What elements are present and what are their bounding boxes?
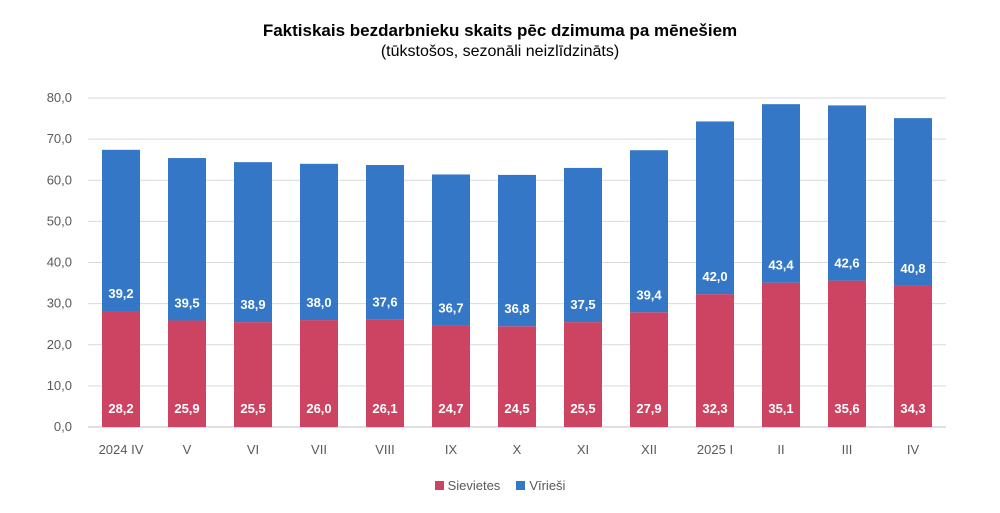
x-tick-label: V (183, 442, 192, 457)
data-label: 26,1 (372, 401, 397, 416)
data-label: 25,5 (570, 401, 595, 416)
x-tick-label: X (513, 442, 522, 457)
legend-swatch-sievietes (434, 481, 444, 490)
data-label: 42,6 (834, 256, 859, 271)
bar-viriesi (696, 121, 734, 295)
data-label: 43,4 (768, 258, 794, 273)
data-label: 36,8 (504, 301, 529, 316)
bar-sievietes (168, 320, 206, 427)
legend-swatch-virviesi (516, 481, 526, 490)
data-label: 37,6 (372, 295, 397, 310)
bar-sievietes (630, 312, 668, 427)
bar-sievietes (894, 285, 932, 427)
x-tick-label: VI (247, 442, 259, 457)
bar-sievietes (366, 319, 404, 427)
bar-viriesi (300, 163, 338, 321)
y-tick-label: 60,0 (47, 172, 72, 187)
bar-sievietes (300, 320, 338, 427)
data-label: 42,0 (702, 269, 727, 284)
legend-label-sievietes: Sievietes (447, 478, 501, 493)
bar-viriesi (564, 167, 602, 323)
bar-viriesi (102, 149, 140, 312)
x-tick-label: VIII (375, 442, 395, 457)
data-label: 28,2 (108, 401, 133, 416)
y-tick-label: 10,0 (47, 378, 72, 393)
data-label: 27,9 (636, 401, 661, 416)
data-label: 39,4 (636, 287, 662, 302)
bar-sievietes (828, 280, 866, 427)
x-tick-label: 2025 I (697, 442, 733, 457)
bar-viriesi (168, 158, 206, 321)
y-tick-label: 40,0 (47, 255, 72, 270)
x-tick-label: XII (641, 442, 657, 457)
bar-sievietes (762, 282, 800, 427)
legend-label-virviesi: Vīrieši (529, 478, 566, 493)
y-tick-label: 50,0 (47, 213, 72, 228)
data-label: 35,6 (834, 401, 859, 416)
data-label: 38,9 (240, 297, 265, 312)
bar-sievietes (234, 322, 272, 427)
bar-sievietes (498, 326, 536, 427)
data-label: 39,2 (108, 286, 133, 301)
bar-viriesi (498, 174, 536, 327)
chart-title: Faktiskais bezdarbnieku skaits pēc dzimu… (262, 21, 738, 40)
y-tick-label: 0,0 (54, 419, 72, 434)
bar-sievietes (696, 294, 734, 427)
data-label: 34,3 (900, 401, 925, 416)
chart-legend: Sievietes Vīrieši (0, 478, 1000, 493)
bar-viriesi (432, 174, 470, 326)
x-tick-label: 2024 IV (99, 442, 144, 457)
x-tick-label: VII (311, 442, 327, 457)
data-label: 38,0 (306, 295, 331, 310)
data-label: 35,1 (768, 401, 793, 416)
data-label: 24,7 (438, 401, 463, 416)
legend-item-virviesi: Vīrieši (516, 478, 565, 493)
chart-subtitle: (tūkstošos, sezonāli neizlīdzināts) (380, 43, 620, 60)
data-label: 25,9 (174, 401, 199, 416)
data-label: 37,5 (570, 297, 595, 312)
bar-viriesi (762, 104, 800, 283)
legend-item-sievietes: Sievietes (434, 478, 501, 493)
data-label: 40,8 (900, 261, 925, 276)
data-label: 36,7 (438, 300, 463, 315)
x-tick-label: IX (445, 442, 458, 457)
bar-viriesi (828, 105, 866, 281)
x-tick-label: IV (907, 442, 920, 457)
data-label: 32,3 (702, 401, 727, 416)
bar-viriesi (366, 165, 404, 320)
bar-viriesi (894, 118, 932, 286)
x-tick-label: II (777, 442, 784, 457)
data-label: 25,5 (240, 401, 265, 416)
y-tick-label: 30,0 (47, 296, 72, 311)
bar-sievietes (432, 325, 470, 427)
data-label: 39,5 (174, 295, 199, 310)
y-tick-label: 70,0 (47, 131, 72, 146)
bar-sievietes (564, 322, 602, 427)
stacked-bar-chart: 0,0 10,0 20,0 30,0 40,0 50,0 60,0 70,0 80,0 28,2 3… (47, 90, 946, 457)
bar-viriesi (234, 162, 272, 323)
x-tick-label: XI (577, 442, 589, 457)
y-tick-label: 80,0 (47, 90, 72, 105)
data-label: 26,0 (306, 401, 331, 416)
y-tick-label: 20,0 (47, 337, 72, 352)
bar-sievietes (102, 311, 140, 427)
bar-viriesi (630, 150, 668, 313)
x-tick-label: III (842, 442, 853, 457)
data-label: 24,5 (504, 401, 529, 416)
